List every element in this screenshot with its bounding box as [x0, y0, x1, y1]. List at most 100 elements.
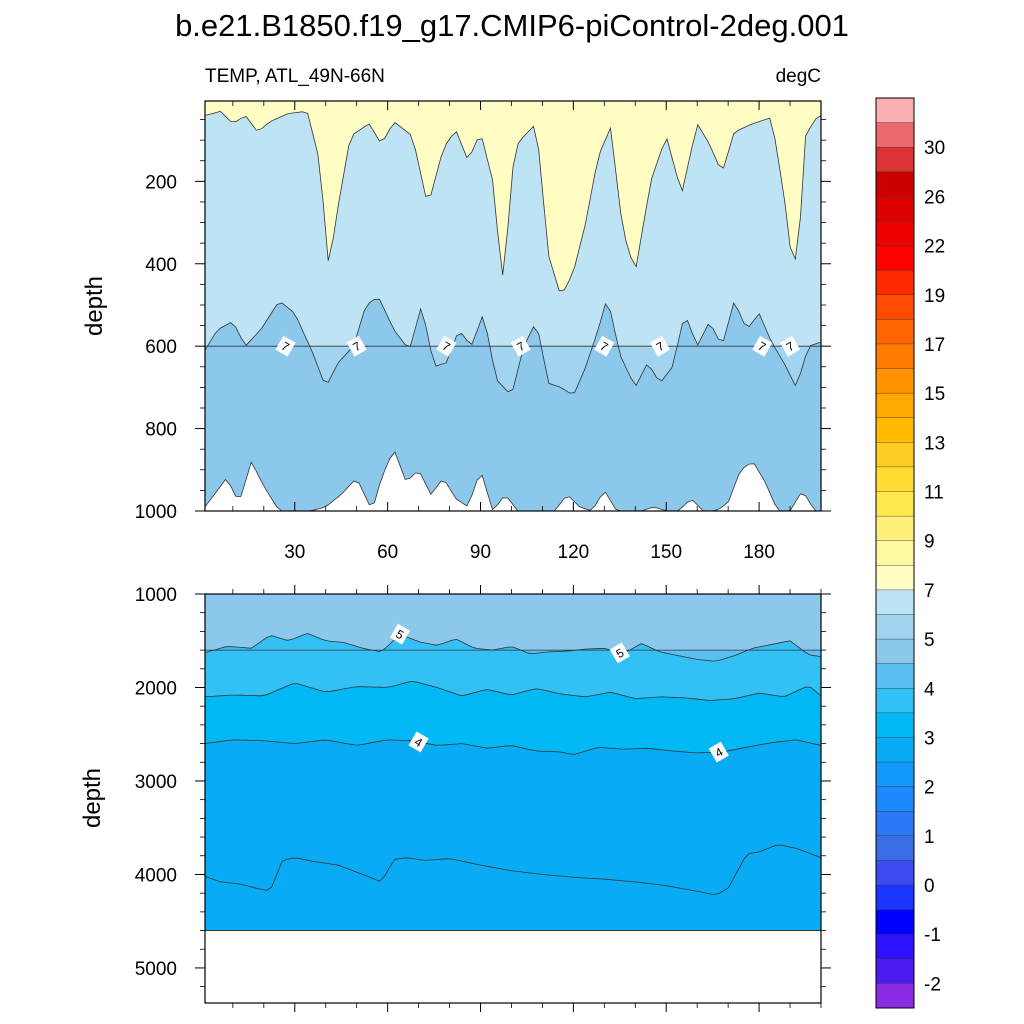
upper-contour-label-bg — [594, 335, 615, 357]
upper-fill-5-6 — [205, 299, 821, 393]
colorbar-label: 7 — [924, 581, 935, 602]
lower-y-tick-label: 2000 — [135, 678, 177, 699]
colorbar-box — [875, 220, 915, 247]
upper-contour-label: 7 — [649, 335, 671, 357]
colorbar-box — [875, 294, 915, 320]
lower-fill-1-2 — [205, 681, 821, 755]
colorbar-box — [875, 934, 915, 960]
lower-contour-label: 4 — [408, 731, 429, 753]
colorbar-label: -2 — [924, 974, 941, 995]
upper-contour-label-bg — [752, 335, 773, 357]
colorbar-box — [875, 442, 915, 468]
lower-plot-frame — [204, 593, 822, 1004]
colorbar-box — [875, 343, 915, 370]
lower-y-tick-label: 1000 — [135, 585, 177, 606]
upper-x-tick-label: 150 — [650, 542, 682, 563]
colorbar-label: 22 — [924, 237, 945, 258]
colorbar-box — [875, 392, 915, 419]
colorbar-label: 11 — [924, 483, 944, 504]
lower-panel: 5 5 4 4 1000 2000 3000 4000 5000 depth — [79, 585, 831, 1012]
colorbar: 30 26 22 19 17 15 13 11 9 7 5 4 3 2 1 0 -1 -2 — [875, 97, 945, 1009]
below-ocean-floor — [205, 930, 821, 1003]
colorbar-box — [875, 614, 915, 640]
upper-x-tick-label: 60 — [377, 542, 398, 563]
colorbar-label: 3 — [924, 729, 935, 750]
upper-contour-label-bg — [346, 335, 367, 357]
colorbar-frame — [875, 97, 915, 1009]
colorbar-label: 0 — [924, 876, 935, 897]
colorbar-label: 1 — [924, 827, 935, 848]
colorbar-box — [875, 737, 915, 763]
upper-fill-7-8 — [205, 101, 821, 291]
colorbar-label: 30 — [924, 138, 945, 159]
colorbar-box — [875, 269, 915, 296]
colorbar-box — [875, 122, 915, 148]
colorbar-box — [875, 417, 915, 443]
units-label: degC — [776, 66, 821, 87]
lower-line-0-1 — [204, 844, 822, 895]
lower-contour-label: 5 — [609, 642, 630, 664]
colorbar-box — [875, 663, 915, 689]
colorbar-box — [875, 761, 915, 788]
lower-contour-lines — [204, 633, 822, 931]
colorbar-box — [875, 466, 915, 493]
colorbar-label: 17 — [924, 335, 945, 356]
upper-contour-label: 7 — [346, 335, 367, 357]
upper-y-axis-label: depth — [81, 276, 108, 336]
lower-fill-4-5 — [205, 594, 821, 651]
upper-y-tick-label: 600 — [145, 337, 177, 358]
lower-contour-label-bg — [609, 642, 630, 664]
upper-y-tick-label: 1000 — [135, 502, 177, 523]
colorbar-label: 9 — [924, 532, 935, 553]
lower-line-3-4 — [204, 633, 822, 662]
upper-axis-ticks: 30 60 90 120 150 180 200 400 600 800 1000 — [135, 101, 831, 563]
colorbar-box — [875, 319, 915, 345]
upper-x-tick-label: 180 — [743, 542, 775, 563]
colorbar-box — [875, 491, 915, 517]
upper-fill-6-7 — [205, 111, 821, 347]
colorbar-label: 4 — [924, 679, 935, 700]
colorbar-label: -1 — [924, 925, 941, 946]
upper-x-tick-label: 120 — [558, 542, 590, 563]
upper-contour-label: 7 — [510, 335, 531, 357]
colorbar-box — [875, 638, 915, 665]
upper-contour-fills — [205, 101, 821, 511]
colorbar-label: 2 — [924, 778, 935, 799]
colorbar-box — [875, 983, 915, 1009]
upper-contour-label: 7 — [436, 335, 457, 357]
lower-y-tick-label: 5000 — [135, 959, 177, 980]
lower-y-axis-label: depth — [79, 768, 106, 828]
lower-fill-0-1 — [205, 739, 821, 895]
upper-y-tick-label: 400 — [145, 255, 177, 276]
lower-contour-label-bg — [389, 623, 411, 645]
colorbar-label: 15 — [924, 384, 945, 405]
upper-y-tick-label: 200 — [145, 172, 177, 193]
lower-contour-label: 4 — [708, 741, 729, 763]
lower-contour-label: 5 — [389, 623, 411, 645]
colorbar-box — [875, 540, 915, 566]
upper-contour-label: 7 — [594, 335, 615, 357]
colorbar-labels: 30 26 22 19 17 15 13 11 9 7 5 4 3 2 1 0 -1 -2 — [924, 138, 945, 995]
upper-contour-label-bg — [510, 335, 531, 357]
colorbar-box — [875, 589, 915, 615]
colorbar-box — [875, 146, 915, 173]
colorbar-box — [875, 712, 915, 738]
colorbar-box — [875, 368, 915, 394]
colorbar-box — [875, 97, 915, 124]
upper-y-tick-label: 800 — [145, 420, 177, 441]
upper-contour-label-bg — [779, 335, 801, 357]
colorbar-label: 26 — [924, 187, 945, 208]
colorbar-box — [875, 909, 915, 935]
colorbar-box — [875, 958, 915, 984]
upper-x-tick-label: 90 — [470, 542, 491, 563]
colorbar-box — [875, 565, 915, 591]
colorbar-box — [875, 245, 915, 271]
upper-line-7-8 — [204, 110, 822, 292]
lower-fill--1-0 — [205, 845, 821, 931]
upper-contour-label: 7 — [752, 335, 773, 357]
colorbar-box — [875, 860, 915, 886]
figure-title: b.e21.B1850.f19_g17.CMIP6-piControl-2deg… — [175, 8, 849, 43]
